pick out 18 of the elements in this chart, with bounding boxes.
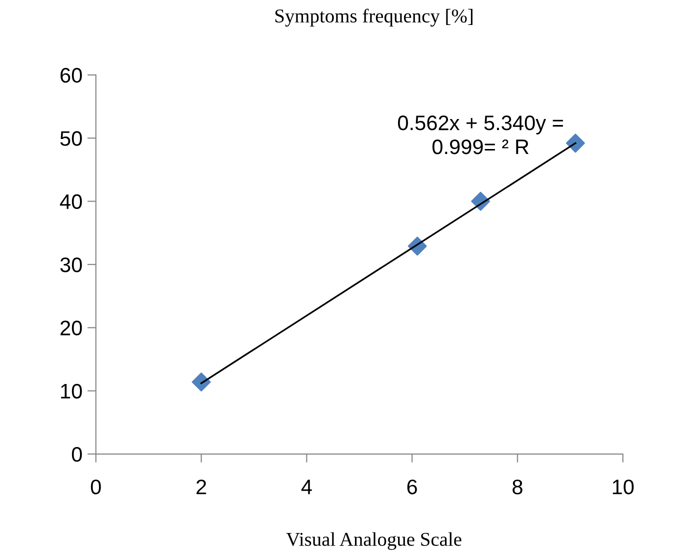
y-tick-label: 30 (60, 257, 82, 272)
point (192, 372, 211, 392)
y-tick-label: 40 (60, 194, 82, 210)
y-tick-label: 0 (72, 447, 82, 462)
chart-title: Symptoms frequency [%] (275, 8, 472, 27)
x-axis-title: Visual Analogue Scale (286, 532, 462, 550)
x-tick-label: 2 (196, 480, 206, 494)
y-tick-label: 20 (60, 320, 82, 336)
x-tick-label: 6 (407, 480, 417, 494)
point (566, 134, 585, 153)
x-tick-label: 10 (612, 480, 634, 494)
y-tick-label: 10 (61, 384, 82, 399)
x-tick-label: 0 (90, 480, 101, 494)
x-tick-label: 8 (512, 480, 522, 494)
x-tick-label: 4 (301, 480, 312, 494)
annotation: 0.562x + 5.340y = 0.999= ² R (398, 116, 563, 154)
y-tick-label: 50 (60, 131, 82, 146)
y-tick-label: 60 (60, 68, 82, 83)
